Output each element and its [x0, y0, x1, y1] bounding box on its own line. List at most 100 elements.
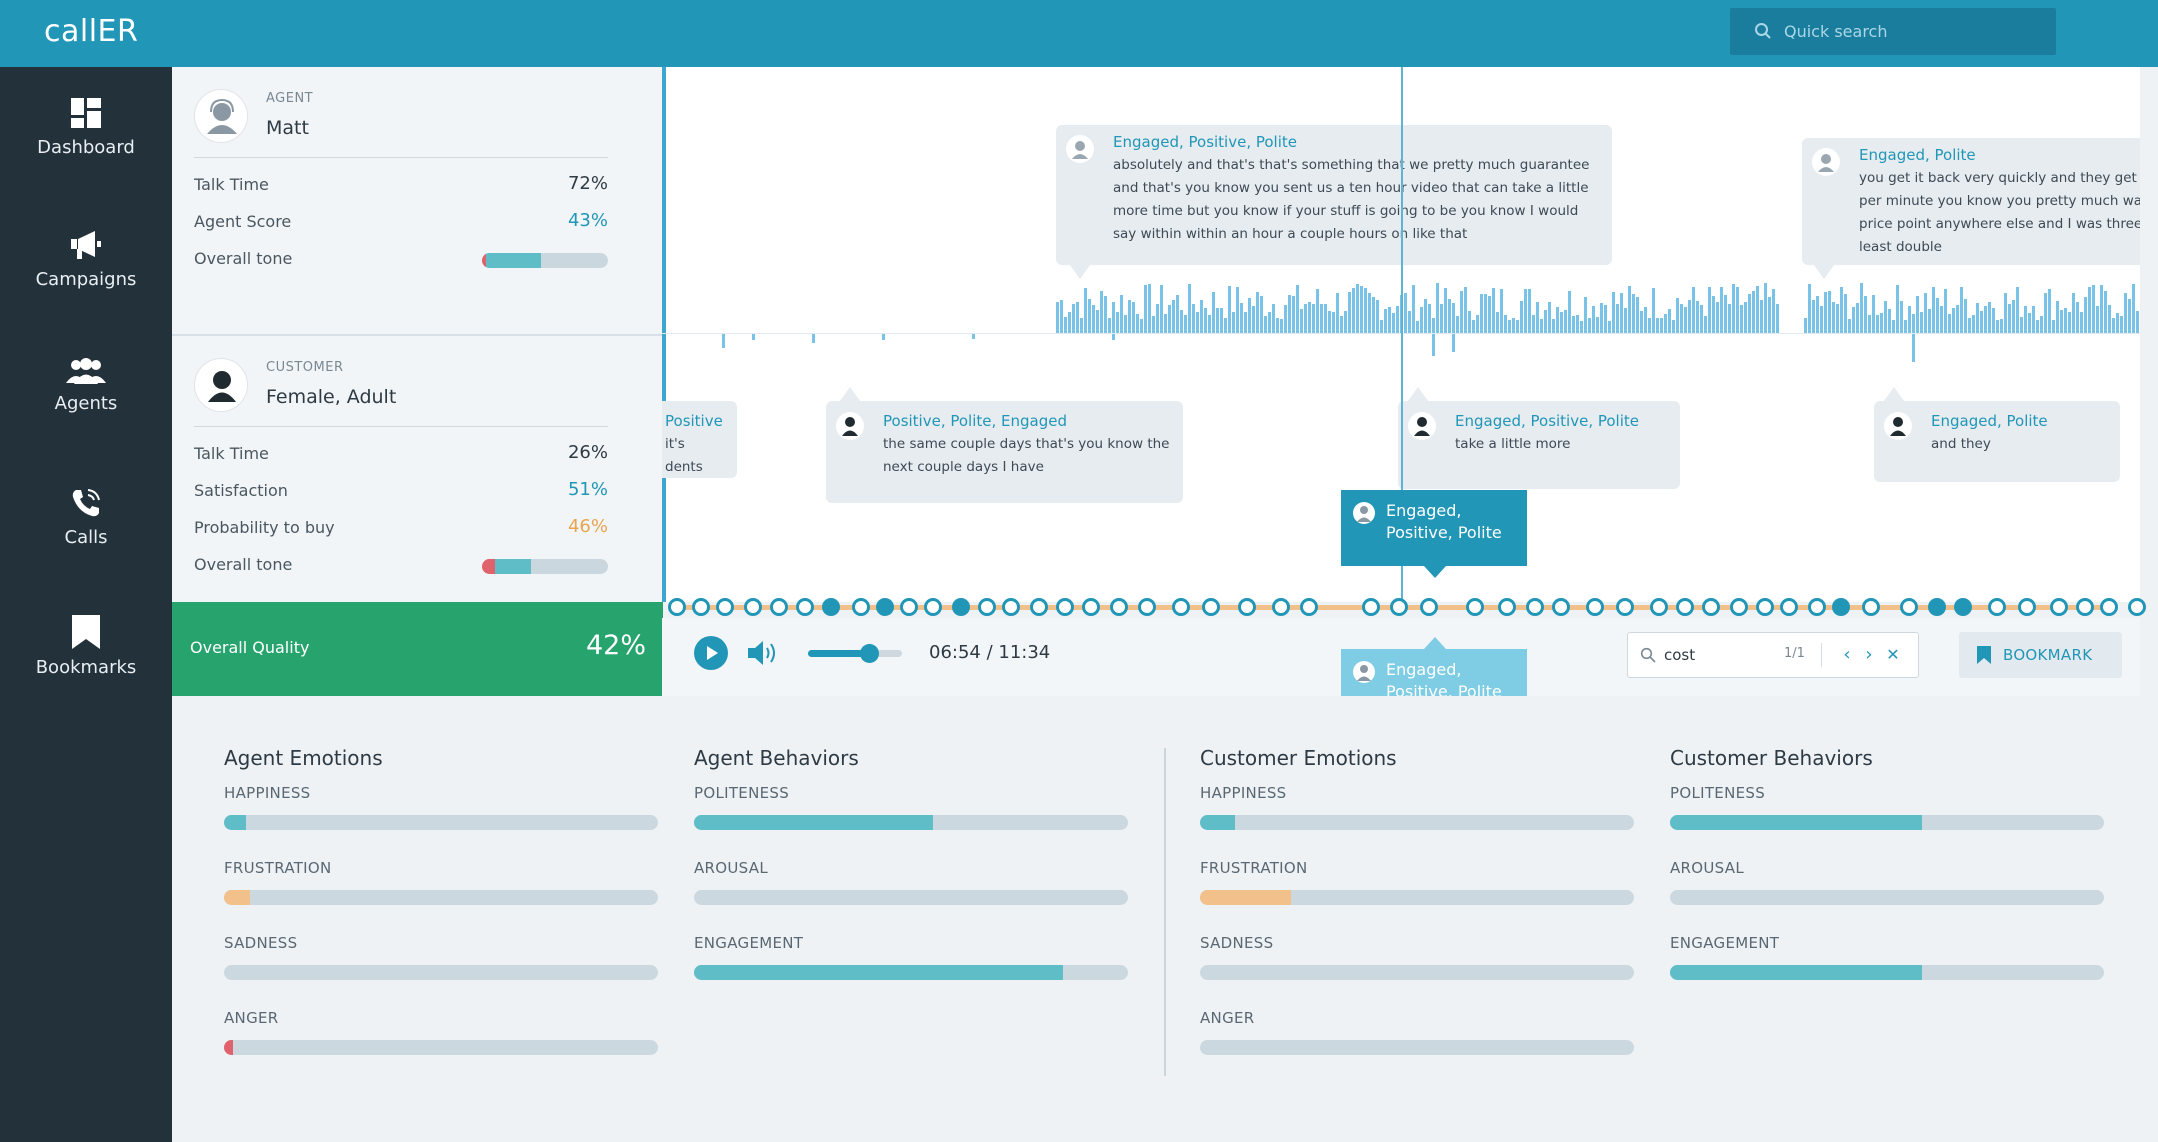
volume-knob[interactable] — [860, 644, 880, 663]
timeline-event[interactable] — [1780, 598, 1798, 616]
agent-score-value: 43% — [567, 210, 608, 231]
agent-bubble[interactable]: Engaged, Polite you get it back very qui… — [1802, 138, 2140, 279]
timeline-event[interactable] — [1988, 598, 2006, 616]
customer-bubble[interactable]: Positive, Polite, Engaged the same coupl… — [826, 387, 1183, 503]
timeline-event[interactable] — [1030, 598, 1048, 616]
timeline-event[interactable] — [1526, 598, 1544, 616]
timeline-event[interactable] — [1362, 598, 1380, 616]
timeline-event[interactable] — [1928, 598, 1946, 616]
waveform-panel[interactable]: Engaged, Positive, Polite absolutely and… — [662, 67, 2140, 602]
timeline-event[interactable] — [822, 598, 840, 616]
timeline-event[interactable] — [1002, 598, 1020, 616]
timeline-event[interactable] — [1756, 598, 1774, 616]
timeline-event[interactable] — [716, 598, 734, 616]
metric-fill — [1670, 815, 1922, 830]
waveform-bar — [1268, 312, 1271, 333]
timeline-event[interactable] — [744, 598, 762, 616]
nav-campaigns[interactable]: Campaigns — [0, 229, 172, 339]
metric-label: ANGER — [224, 1009, 279, 1027]
timeline-event[interactable] — [2050, 598, 2068, 616]
timeline-event[interactable] — [2128, 598, 2146, 616]
timeline-event[interactable] — [1498, 598, 1516, 616]
timeline-event[interactable] — [668, 598, 686, 616]
timeline-event[interactable] — [1586, 598, 1604, 616]
nav-bookmarks[interactable]: Bookmarks — [0, 615, 172, 725]
timeline-event[interactable] — [1730, 598, 1748, 616]
timeline-event[interactable] — [1808, 598, 1826, 616]
nav-dashboard[interactable]: Dashboard — [0, 97, 172, 207]
clear-search-button[interactable]: ✕ — [1886, 645, 1900, 664]
next-result-button[interactable]: › — [1865, 644, 1873, 665]
timeline-event[interactable] — [1238, 598, 1256, 616]
agent-bubble[interactable]: Engaged, Positive, Polite absolutely and… — [1056, 125, 1612, 279]
overall-quality-label: Overall Quality — [190, 638, 310, 657]
timeline-event[interactable] — [1056, 598, 1074, 616]
waveform-bar — [2124, 293, 2127, 333]
customer-tone: Overall tone — [194, 553, 608, 577]
timeline-event[interactable] — [1466, 598, 1484, 616]
waveform-bar — [1064, 316, 1067, 333]
waveform-bar — [1744, 302, 1747, 333]
timeline-event[interactable] — [770, 598, 788, 616]
waveform-bar — [2040, 316, 2043, 333]
timeline-event[interactable] — [2100, 598, 2118, 616]
waveform-bar — [1840, 287, 1843, 333]
customer-bubble[interactable]: Positive it's dents — [662, 401, 737, 478]
volume-icon[interactable] — [746, 638, 780, 668]
waveform-bar — [1680, 304, 1683, 333]
timeline-event[interactable] — [952, 598, 970, 616]
highlight-popup[interactable]: Engaged, Positive, Polite — [1341, 490, 1527, 578]
timeline-event[interactable] — [1832, 598, 1850, 616]
timeline-event[interactable] — [1650, 598, 1668, 616]
waveform-bar — [1540, 319, 1543, 333]
nav-agents[interactable]: Agents — [0, 357, 172, 467]
waveform-bar — [1612, 292, 1615, 333]
timeline-event[interactable] — [1954, 598, 1972, 616]
waveform-bar — [1260, 296, 1263, 333]
waveform-bar — [1368, 292, 1371, 333]
agents-icon — [66, 358, 106, 384]
volume-slider[interactable] — [808, 644, 902, 663]
prev-result-button[interactable]: ‹ — [1843, 644, 1851, 665]
timeline-event[interactable] — [692, 598, 710, 616]
timeline-event[interactable] — [1552, 598, 1570, 616]
app-title[interactable]: callER — [44, 14, 139, 49]
timeline[interactable] — [662, 596, 2146, 618]
timeline-event[interactable] — [1082, 598, 1100, 616]
quick-search[interactable]: Quick search — [1730, 8, 2056, 55]
timeline-event[interactable] — [924, 598, 942, 616]
play-button[interactable] — [694, 636, 728, 670]
waveform-bar — [1708, 286, 1711, 333]
timeline-event[interactable] — [1420, 598, 1438, 616]
waveform-bar — [1676, 298, 1679, 333]
timeline-event[interactable] — [1900, 598, 1918, 616]
timeline-event[interactable] — [1202, 598, 1220, 616]
customer-bubble[interactable]: Engaged, Positive, Polite take a little … — [1398, 387, 1680, 489]
timeline-event[interactable] — [1616, 598, 1634, 616]
timeline-event[interactable] — [876, 598, 894, 616]
timeline-event[interactable] — [2018, 598, 2036, 616]
timeline-event[interactable] — [1172, 598, 1190, 616]
waveform-bar — [1504, 314, 1507, 333]
timeline-event[interactable] — [978, 598, 996, 616]
agent-emotions-group: Agent Emotions HAPPINESS FRUSTRATION SADNE… — [224, 746, 660, 1055]
transcript-search[interactable]: cost 1/1 ‹ › ✕ — [1627, 632, 1919, 678]
timeline-event[interactable] — [1138, 598, 1156, 616]
playhead[interactable] — [1401, 67, 1403, 602]
timeline-event[interactable] — [852, 598, 870, 616]
bookmark-button[interactable]: BOOKMARK — [1959, 632, 2122, 678]
transcript-search-input[interactable]: cost — [1664, 646, 1696, 664]
timeline-event[interactable] — [2076, 598, 2094, 616]
nav-calls[interactable]: Calls — [0, 487, 172, 597]
timeline-event[interactable] — [1110, 598, 1128, 616]
timeline-event[interactable] — [900, 598, 918, 616]
timeline-event[interactable] — [796, 598, 814, 616]
timeline-event[interactable] — [1390, 598, 1408, 616]
timeline-event[interactable] — [1862, 598, 1880, 616]
timeline-event[interactable] — [1702, 598, 1720, 616]
customer-bubble[interactable]: Engaged, Polite and they — [1874, 387, 2120, 482]
timeline-event[interactable] — [1272, 598, 1290, 616]
timeline-event[interactable] — [1300, 598, 1318, 616]
metric-arousal: AROUSAL — [1670, 859, 2106, 919]
timeline-event[interactable] — [1676, 598, 1694, 616]
